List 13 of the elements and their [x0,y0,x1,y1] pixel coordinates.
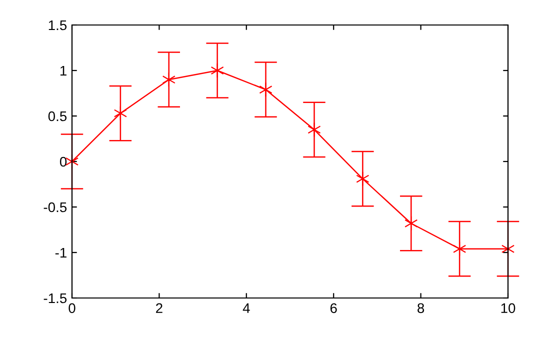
x-tick-label: 10 [501,303,516,314]
y-tick-label: -1 [55,248,66,258]
x-tick-label: 2 [156,303,162,313]
x-tick-label: 0 [68,303,76,314]
y-tick-label: -0.5 [44,202,67,212]
y-tick-label: 0.5 [48,111,67,122]
y-tick-label: 0 [60,156,67,167]
y-tick-label: 1.5 [48,20,67,30]
x-tick-label: 4 [242,303,250,313]
x-tick-label: 6 [330,303,337,314]
y-tick-label: -1.5 [44,293,67,304]
y-tick-label: 1 [60,66,66,76]
x-tick-label: 8 [418,303,424,314]
